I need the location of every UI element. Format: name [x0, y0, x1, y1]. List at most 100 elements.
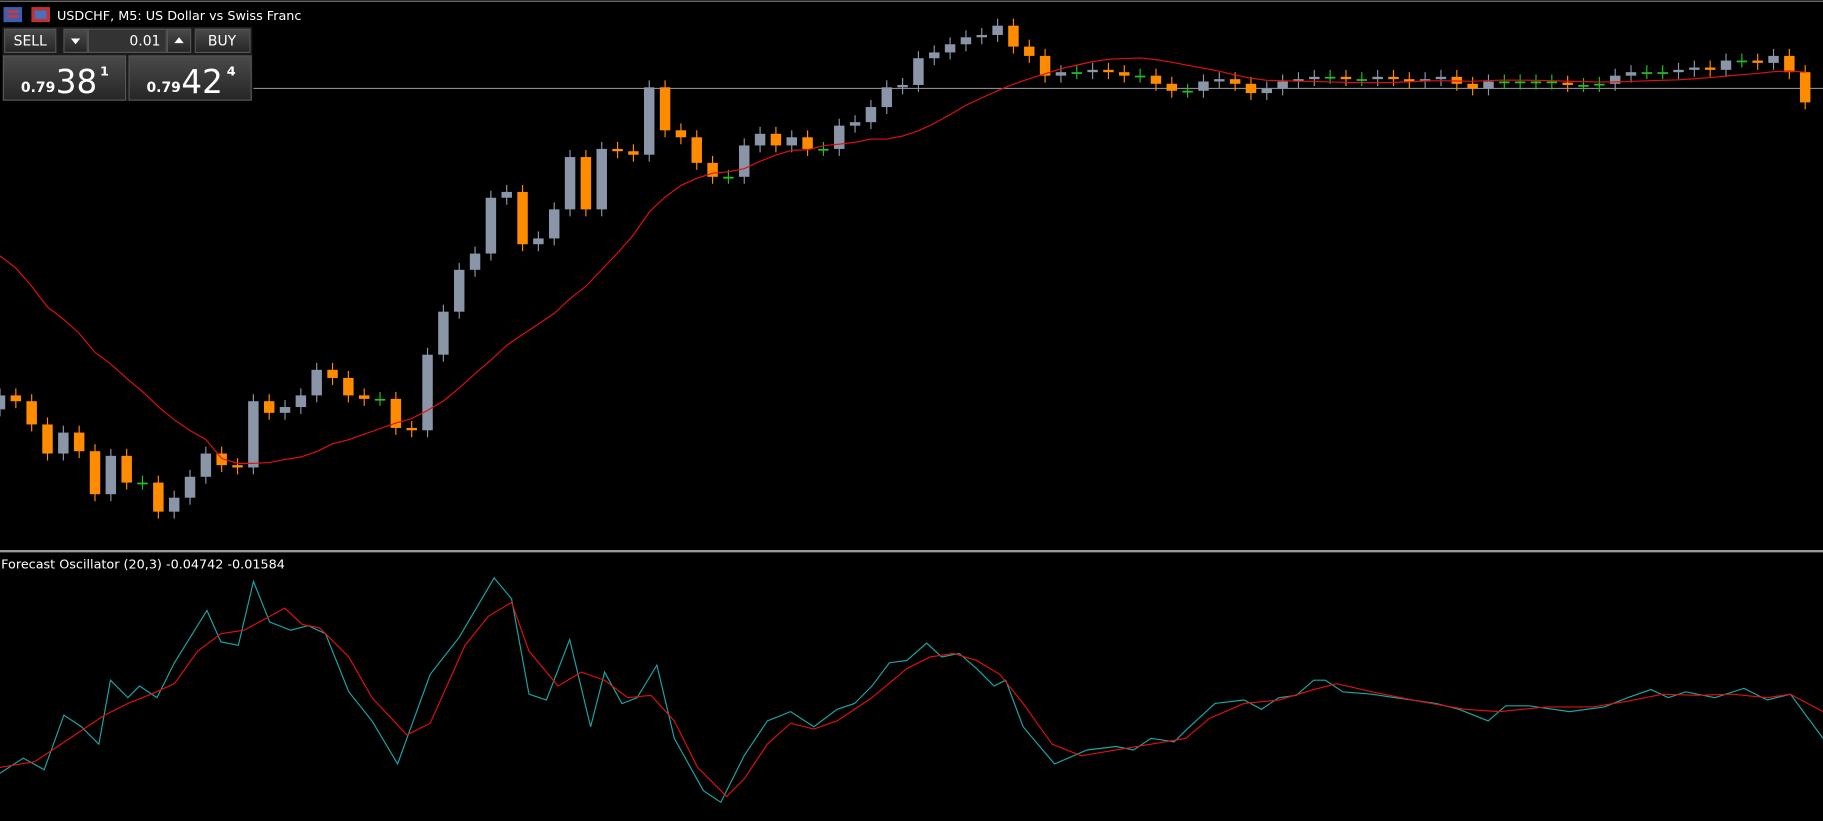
candle-body	[137, 482, 148, 485]
ask-small: 4	[227, 65, 236, 80]
candle-body	[438, 311, 449, 355]
candle-body	[770, 133, 782, 146]
candle-body	[1419, 79, 1431, 82]
candle-body	[849, 122, 861, 126]
candle-body	[596, 148, 607, 210]
candle-body	[691, 137, 702, 163]
candle-body	[1546, 81, 1558, 84]
candle-body	[1467, 83, 1478, 89]
candle-body	[834, 125, 845, 149]
candle-body	[992, 25, 1003, 35]
volume-field[interactable]	[87, 28, 167, 53]
oscillator-signal	[0, 601, 1823, 798]
candle-body	[501, 191, 512, 198]
candle-body	[517, 191, 528, 245]
candle-body	[533, 238, 544, 245]
candle-body	[818, 148, 829, 151]
down-arrow	[70, 38, 81, 45]
candle-body	[881, 87, 892, 108]
icon-detail	[6, 15, 19, 18]
candle-body	[1055, 72, 1067, 76]
candle-body	[913, 58, 924, 85]
candle-body	[232, 465, 243, 468]
candle-body	[89, 451, 101, 495]
candle-body	[976, 34, 988, 38]
candle-body	[1214, 79, 1225, 82]
candle-body	[1704, 67, 1716, 70]
candle-body	[1150, 75, 1162, 84]
icon[interactable]	[3, 7, 23, 23]
moving-average	[0, 57, 1806, 464]
candle-body	[485, 197, 497, 254]
candle-body	[1562, 82, 1573, 85]
candle-body	[374, 398, 386, 401]
candle-body	[1736, 60, 1748, 63]
candle-body	[1435, 76, 1447, 80]
candle-body	[1625, 72, 1637, 76]
candle-body	[1293, 79, 1304, 82]
candle-body	[73, 432, 85, 452]
candle-body	[26, 401, 37, 425]
candle-body	[1324, 76, 1336, 79]
candle-body	[422, 354, 433, 431]
candle-body	[1340, 76, 1352, 80]
candle-body	[279, 407, 291, 413]
candle-body	[1024, 46, 1035, 56]
candle-body	[739, 145, 750, 177]
buy-label: BUY	[208, 33, 237, 49]
candle-body	[580, 157, 592, 210]
candle-body	[42, 424, 53, 454]
candles	[0, 18, 1811, 519]
candle-body	[1229, 79, 1241, 84]
candle-body	[469, 253, 481, 270]
candle-body	[548, 209, 560, 239]
candle-body	[1071, 72, 1083, 74]
candle-body	[802, 137, 813, 149]
candle-body	[1499, 81, 1510, 84]
candle-body	[929, 52, 940, 59]
candle-body	[1784, 55, 1795, 73]
candle-body	[786, 137, 797, 146]
candle-body	[248, 401, 259, 468]
sell-label: SELL	[14, 33, 47, 49]
indicator-label: Forecast Oscillator (20,3) -0.04742 -0.0…	[1, 558, 285, 573]
candle-body	[1799, 72, 1811, 103]
candle-body	[1245, 83, 1257, 94]
candle-body	[754, 133, 766, 146]
candle-body	[865, 107, 877, 123]
icon-detail	[34, 10, 47, 19]
candle-body	[295, 395, 307, 408]
oscillator-line	[0, 576, 1823, 804]
bid-box[interactable]	[2, 55, 127, 101]
candle-body	[1119, 72, 1130, 76]
candle-body	[1641, 72, 1653, 74]
ask-box[interactable]	[128, 55, 252, 101]
candle-body	[1008, 25, 1019, 47]
candle-body	[1404, 79, 1415, 82]
candle-body	[327, 369, 338, 378]
candle-body	[10, 395, 22, 402]
candle-body	[263, 401, 275, 413]
candle-body	[1134, 75, 1146, 78]
sell-button[interactable]	[4, 28, 57, 53]
candle-body	[1720, 60, 1732, 70]
candle-body	[723, 176, 734, 179]
icon-detail	[6, 10, 19, 13]
candle-body	[358, 395, 370, 399]
candle-body	[390, 398, 402, 428]
candle-body	[58, 432, 69, 454]
candle-body	[200, 453, 212, 477]
candle-body	[1103, 69, 1114, 73]
candle-body	[1277, 81, 1288, 89]
candle-body	[675, 130, 687, 138]
candle-body	[644, 87, 655, 155]
buy-button[interactable]	[194, 28, 251, 53]
candle-body	[1673, 69, 1684, 73]
candle-body	[216, 453, 227, 466]
candle-body	[168, 497, 180, 512]
candle-body	[1261, 88, 1273, 94]
candle-body	[1578, 84, 1589, 87]
bid-big: 38	[56, 63, 97, 101]
candle-body	[1657, 72, 1668, 74]
